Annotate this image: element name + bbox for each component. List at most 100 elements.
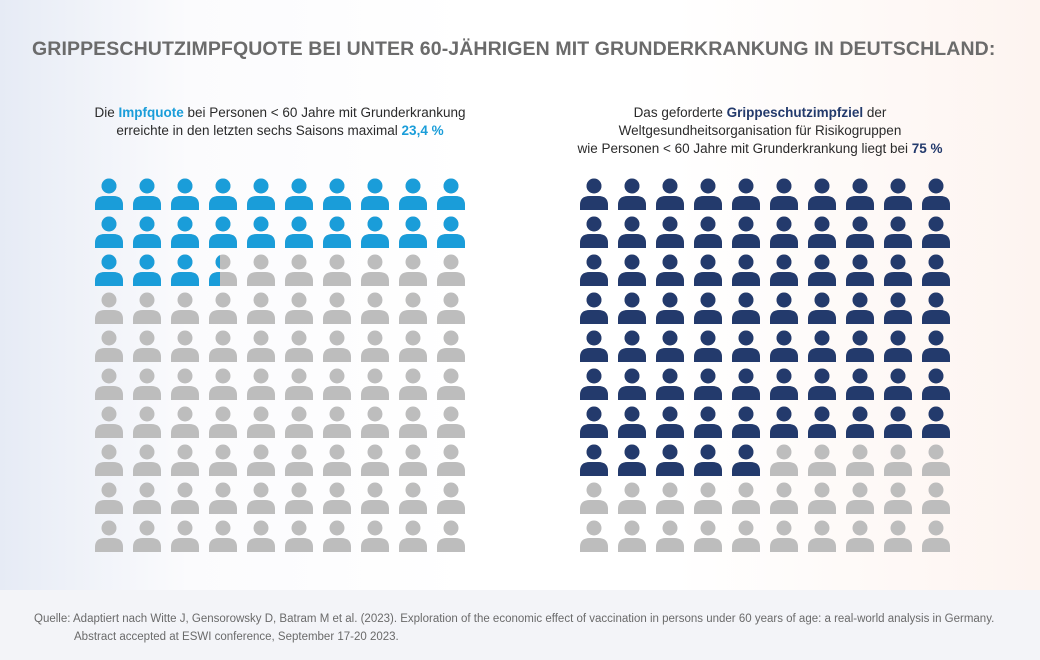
person-icon-empty <box>247 254 275 286</box>
person-icon-filled <box>770 292 798 324</box>
person-icon-empty <box>209 520 237 552</box>
person-icon-filled <box>884 368 912 400</box>
person-icon-empty <box>361 292 389 324</box>
person-icon-empty <box>694 482 722 514</box>
person-icon-filled <box>694 330 722 362</box>
person-icon-filled <box>285 216 313 248</box>
person-icon-filled <box>922 178 950 210</box>
person-icon-filled <box>846 178 874 210</box>
person-icon-filled <box>846 292 874 324</box>
person-icon-empty <box>732 482 760 514</box>
pictogram-impfquote <box>95 178 465 552</box>
person-icon-filled <box>618 216 646 248</box>
person-icon-empty <box>285 482 313 514</box>
person-icon-empty <box>580 482 608 514</box>
person-icon-empty <box>437 330 465 362</box>
person-icon-empty <box>399 482 427 514</box>
person-icon-filled <box>808 406 836 438</box>
person-icon-filled <box>133 254 161 286</box>
person-icon-filled <box>732 178 760 210</box>
person-icon-filled <box>656 444 684 476</box>
person-icon-filled <box>437 178 465 210</box>
person-icon-filled <box>171 216 199 248</box>
person-icon-empty <box>133 406 161 438</box>
person-icon-empty <box>285 254 313 286</box>
person-icon-empty <box>922 520 950 552</box>
person-icon-empty <box>399 406 427 438</box>
person-icon-empty <box>808 482 836 514</box>
person-icon-filled <box>922 216 950 248</box>
person-icon-filled <box>770 216 798 248</box>
person-icon-empty <box>437 254 465 286</box>
person-icon-empty <box>437 444 465 476</box>
person-icon-empty <box>323 406 351 438</box>
person-icon-empty <box>247 368 275 400</box>
person-icon-empty <box>656 520 684 552</box>
person-icon-filled <box>732 368 760 400</box>
person-icon-empty <box>95 444 123 476</box>
person-icon-empty <box>323 330 351 362</box>
person-icon-empty <box>656 482 684 514</box>
person-icon-filled <box>171 178 199 210</box>
person-icon-empty <box>884 444 912 476</box>
person-icon-empty <box>732 520 760 552</box>
person-icon-filled <box>95 216 123 248</box>
person-icon-empty <box>884 482 912 514</box>
person-icon-empty <box>133 444 161 476</box>
person-icon-filled <box>770 406 798 438</box>
person-icon-filled <box>247 178 275 210</box>
person-icon-empty <box>399 368 427 400</box>
person-icon-filled <box>922 330 950 362</box>
person-icon-filled <box>580 406 608 438</box>
person-icon-empty <box>399 520 427 552</box>
person-icon-empty <box>846 444 874 476</box>
person-icon-filled <box>399 178 427 210</box>
person-icon-filled <box>209 216 237 248</box>
person-icon-empty <box>846 520 874 552</box>
person-icon-filled <box>656 254 684 286</box>
person-icon-empty <box>399 254 427 286</box>
person-icon-empty <box>171 330 199 362</box>
person-icon-empty <box>361 368 389 400</box>
person-icon-filled <box>922 292 950 324</box>
person-icon-empty <box>133 520 161 552</box>
person-icon-empty <box>846 482 874 514</box>
person-icon-filled <box>656 178 684 210</box>
right-subtitle-mid: der <box>863 105 887 120</box>
person-icon-empty <box>323 292 351 324</box>
person-icon-empty <box>133 368 161 400</box>
person-icon-empty <box>285 406 313 438</box>
person-icon-empty <box>247 444 275 476</box>
person-icon-filled <box>694 368 722 400</box>
person-icon-filled <box>732 216 760 248</box>
person-icon-empty <box>361 254 389 286</box>
person-icon-empty <box>361 444 389 476</box>
person-icon-empty <box>171 444 199 476</box>
person-icon-filled <box>580 292 608 324</box>
person-icon-empty <box>171 368 199 400</box>
right-subtitle-pre: Das geforderte <box>633 105 727 120</box>
person-icon-filled <box>580 330 608 362</box>
person-icon-empty <box>285 368 313 400</box>
person-icon-empty <box>323 482 351 514</box>
person-icon-filled <box>732 254 760 286</box>
person-icon-filled <box>95 178 123 210</box>
person-icon-filled <box>770 178 798 210</box>
person-icon-filled <box>618 444 646 476</box>
person-icon-filled <box>808 178 836 210</box>
left-subtitle-line2: erreichte in den letzten sechs Saisons m… <box>116 123 402 138</box>
person-icon-empty <box>247 330 275 362</box>
left-subtitle-pre: Die <box>94 105 119 120</box>
person-icon-filled <box>323 216 351 248</box>
person-icon-filled <box>846 368 874 400</box>
person-icon-empty <box>323 254 351 286</box>
person-icon-filled <box>770 330 798 362</box>
person-icon-empty <box>694 520 722 552</box>
person-icon-filled <box>732 406 760 438</box>
left-subtitle-highlight: Impfquote <box>118 105 184 120</box>
person-icon-filled <box>808 330 836 362</box>
person-icon-empty <box>361 482 389 514</box>
person-icon-empty <box>247 520 275 552</box>
person-icon-filled <box>694 406 722 438</box>
person-icon-empty <box>95 406 123 438</box>
